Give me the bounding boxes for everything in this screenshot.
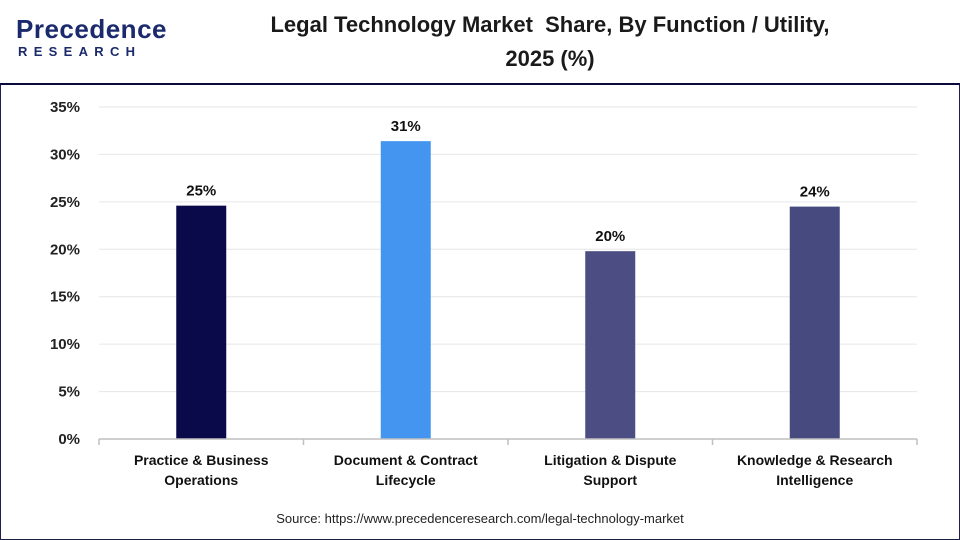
- y-tick-label: 30%: [50, 146, 80, 163]
- header-divider: [0, 83, 960, 85]
- x-category-label: Document & Contract: [334, 452, 478, 468]
- bar: [789, 206, 840, 439]
- logo-wordmark: Precedence: [16, 14, 167, 44]
- data-labels: 25% 31% 20% 24%: [186, 118, 830, 245]
- y-tick-label: 10%: [50, 336, 80, 353]
- header: Precedence RESEARCH Legal Technology Mar…: [0, 0, 960, 83]
- x-category-label: Lifecycle: [376, 472, 436, 488]
- data-label: 31%: [391, 118, 421, 135]
- bar: [585, 251, 636, 439]
- gridlines: [99, 106, 917, 393]
- y-tick-label: 5%: [58, 384, 80, 401]
- brand-logo: Precedence RESEARCH: [16, 14, 166, 66]
- y-tick-label: 15%: [50, 289, 80, 306]
- y-tick-label: 20%: [50, 241, 80, 258]
- data-label: 24%: [800, 184, 830, 201]
- bars: [176, 141, 840, 440]
- bar-chart: 0% 5% 10% 15% 20% 25% 30% 35% 25% 31% 20% 24% Prac…: [50, 99, 918, 488]
- x-category-label: Intelligence: [776, 472, 853, 488]
- chart-title: Legal Technology Market Share, By Functi…: [270, 12, 830, 71]
- bar: [380, 141, 431, 440]
- y-tick-label: 0%: [58, 431, 80, 448]
- data-label: 25%: [186, 183, 216, 200]
- data-label: 20%: [595, 228, 625, 245]
- bar: [176, 205, 227, 439]
- x-category-label: Support: [583, 472, 637, 488]
- x-category-label: Practice & Business: [134, 452, 269, 468]
- logo-subtitle: RESEARCH: [18, 44, 142, 59]
- y-tick-label: 35%: [50, 99, 80, 116]
- x-axis: Practice & Business Operations Document & …: [98, 438, 918, 488]
- x-category-label: Litigation & Dispute: [544, 452, 676, 468]
- x-category-label: Knowledge & Research: [737, 452, 893, 468]
- y-axis: 0% 5% 10% 15% 20% 25% 30% 35%: [50, 99, 80, 448]
- source-note: Source: https://www.precedenceresearch.c…: [276, 511, 684, 526]
- y-tick-label: 25%: [50, 194, 80, 211]
- x-category-label: Operations: [164, 472, 238, 488]
